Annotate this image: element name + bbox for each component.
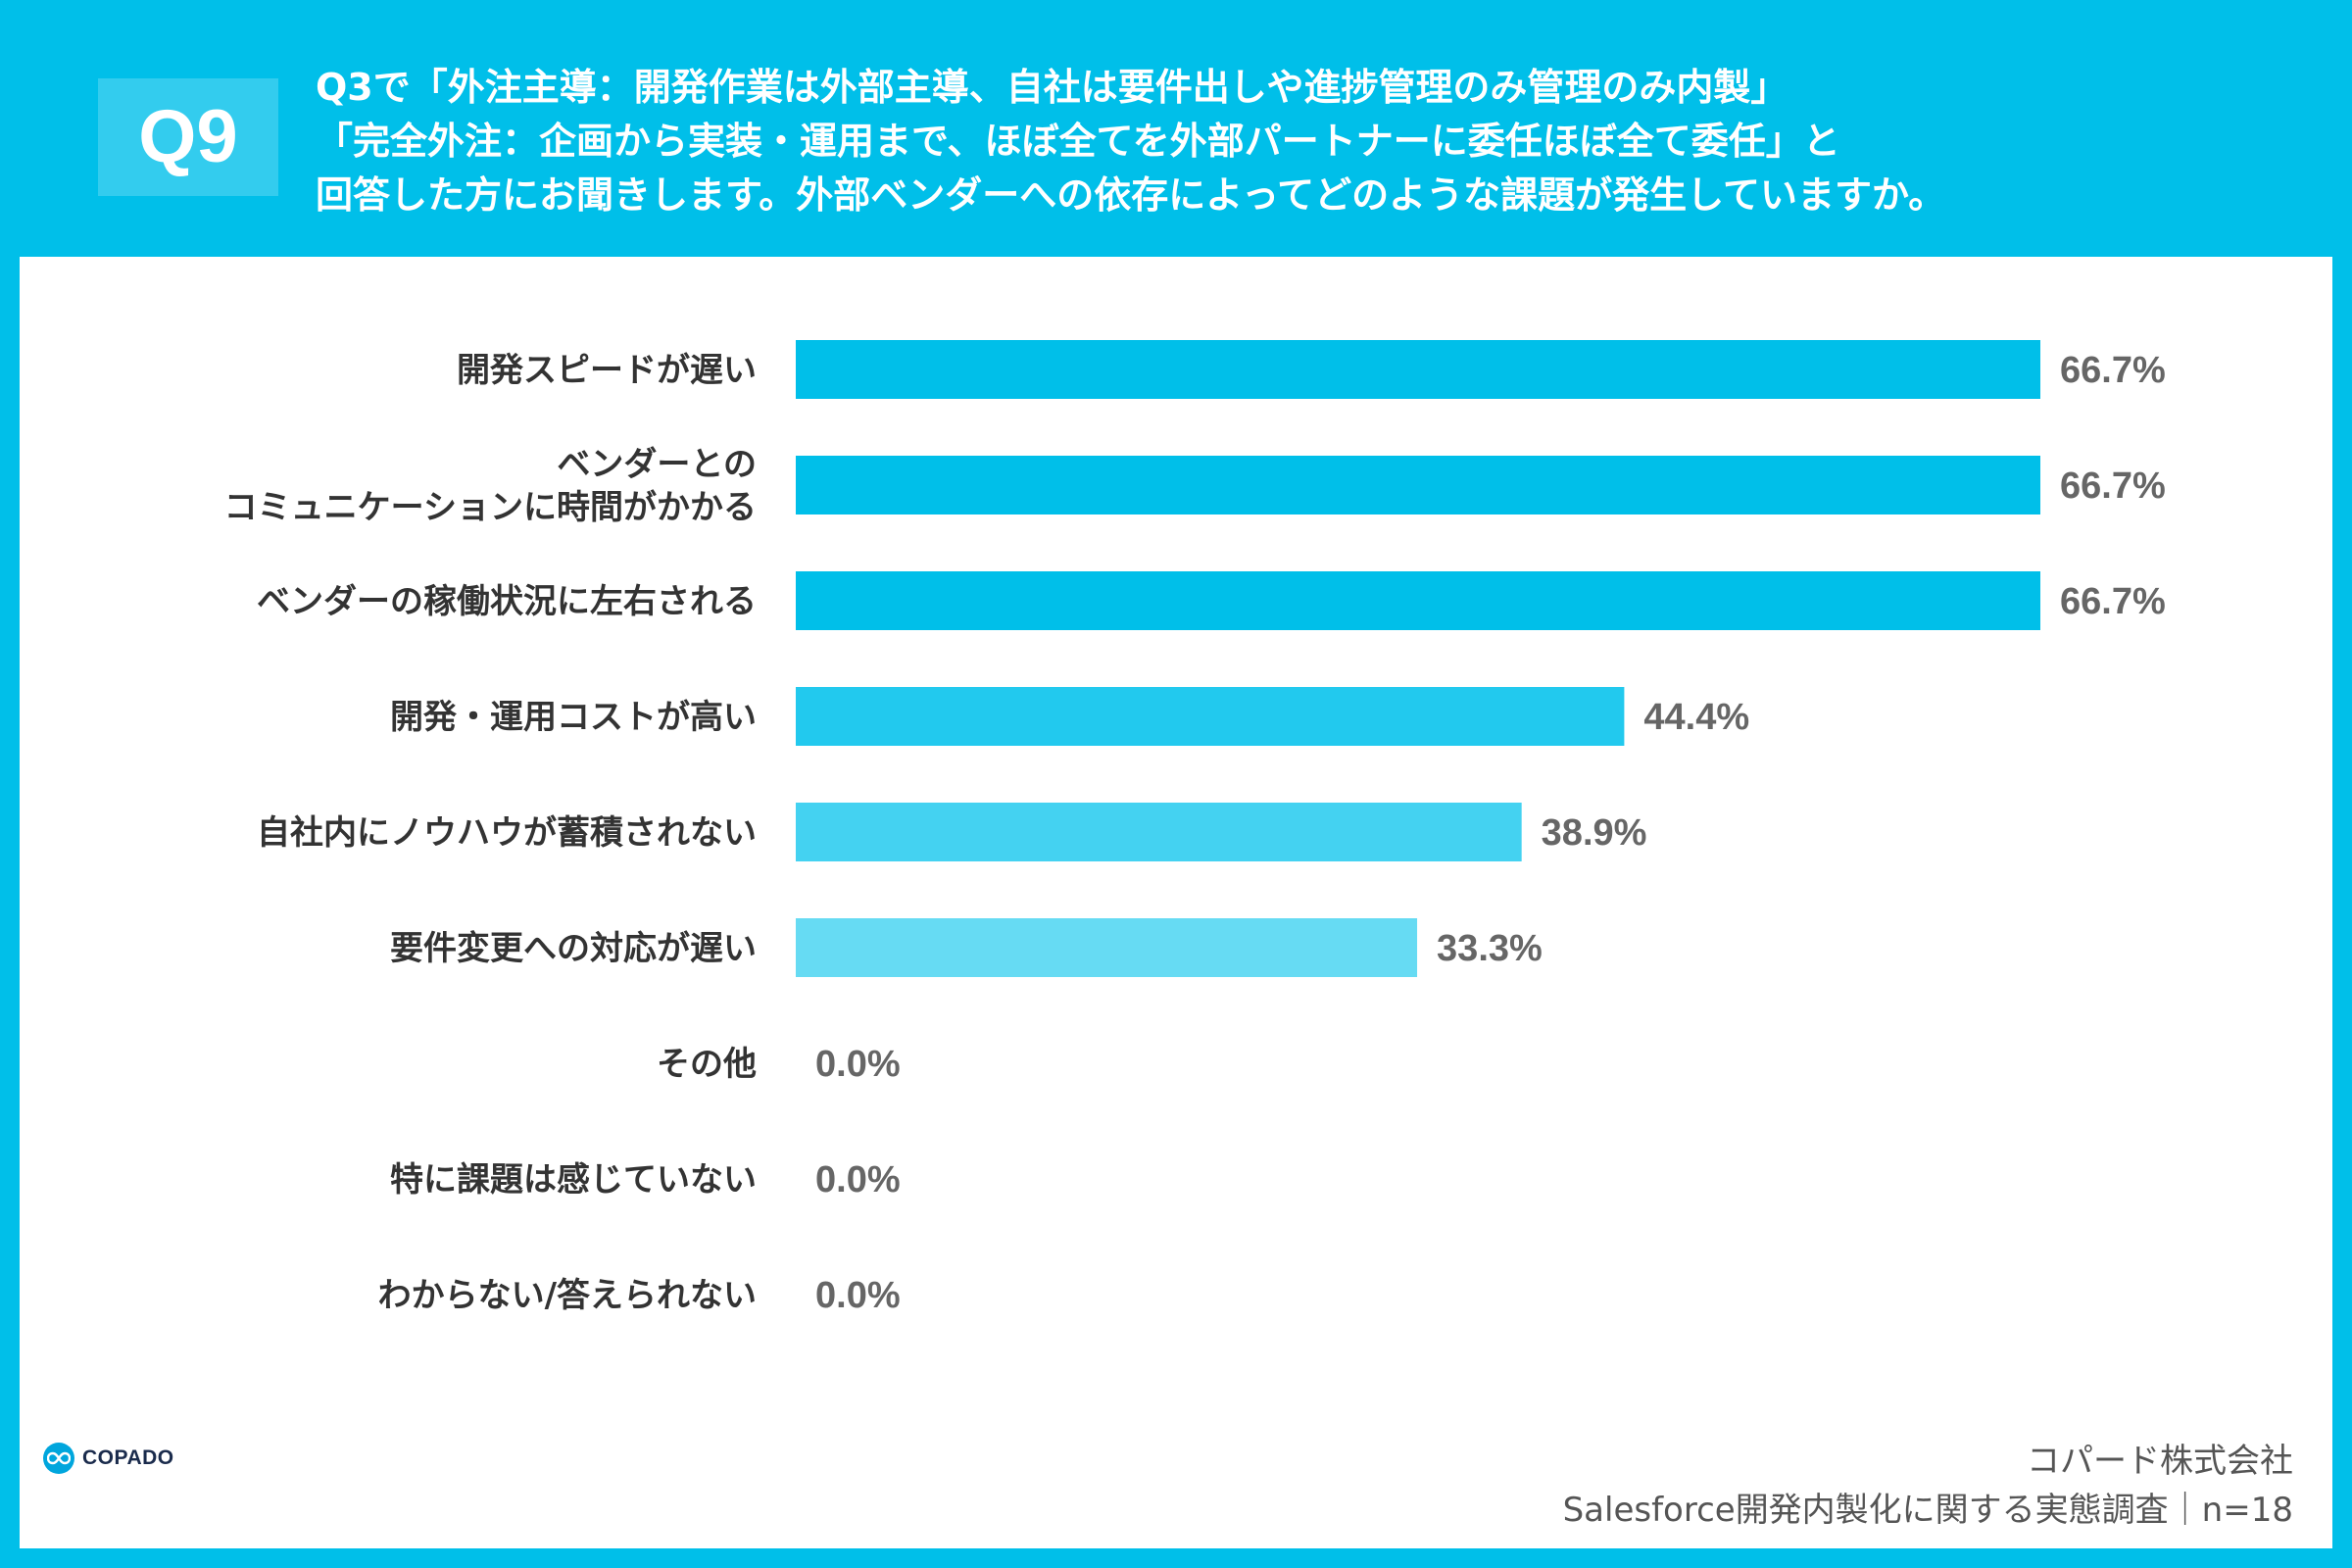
infinity-icon — [43, 1443, 74, 1474]
question-text: Q3で「外注主導：開発作業は外部主導、自社は要件出しや進捗管理のみ管理のみ内製」… — [316, 61, 2315, 222]
footer-source: コパード株式会社 Salesforce開発内製化に関する実態調査｜n=18 — [1563, 1437, 2293, 1535]
value-label: 66.7% — [2060, 350, 2166, 391]
bar-chart: 開発スピードが遅い 66.7% ベンダーとのコミュニケーションに時間がかかる 66.7… — [224, 340, 2166, 1316]
value-label: 33.3% — [1437, 928, 1543, 969]
footer-company: コパード株式会社 — [2027, 1442, 2293, 1481]
category-label: わからない/答えられない — [378, 1276, 757, 1315]
category-label: 開発・運用コストが高い — [390, 698, 757, 737]
category-label: 特に課題は感じていない — [390, 1160, 757, 1200]
bar — [796, 571, 2040, 630]
question-line: 回答した方にお聞きします。外部ベンダーへの依存によってどのような課題が発生してい… — [316, 173, 1946, 217]
category-label: 要件変更への対応が遅い — [390, 929, 757, 968]
question-number-badge: Q9 — [98, 78, 278, 196]
category-label: その他 — [657, 1045, 757, 1084]
value-label: 66.7% — [2060, 581, 2166, 622]
category-label: 自社内にノウハウが蓄積されない — [257, 813, 757, 853]
copado-logo: COPADO — [43, 1429, 174, 1488]
question-line: Q3で「外注主導：開発作業は外部主導、自社は要件出しや進捗管理のみ管理のみ内製」 — [316, 66, 1788, 109]
value-label: 44.4% — [1643, 697, 1749, 738]
footer-survey: Salesforce開発内製化に関する実態調査｜n=18 — [1562, 1491, 2293, 1530]
value-label: 38.9% — [1542, 812, 1647, 854]
bar — [796, 918, 1418, 977]
bar — [796, 456, 2040, 514]
bar — [796, 340, 2040, 399]
category-label: ベンダーの稼働状況に左右される — [257, 582, 757, 621]
category-label: ベンダーとのコミュニケーションに時間がかかる — [224, 445, 757, 527]
bar — [796, 687, 1625, 746]
value-label: 66.7% — [2060, 466, 2166, 507]
value-label: 0.0% — [815, 1159, 901, 1200]
value-label: 0.0% — [815, 1044, 901, 1085]
category-label: 開発スピードが遅い — [457, 351, 757, 390]
chart-panel: 開発スピードが遅い 66.7% ベンダーとのコミュニケーションに時間がかかる 66.7… — [20, 257, 2332, 1548]
logo-wordmark: COPADO — [82, 1446, 174, 1469]
value-label: 0.0% — [815, 1275, 901, 1316]
question-line: 「完全外注：企画から実装・運用まで、ほぼ全てを外部パートナーに委任ほぼ全て委任」… — [316, 120, 1840, 163]
bar — [796, 803, 1522, 861]
